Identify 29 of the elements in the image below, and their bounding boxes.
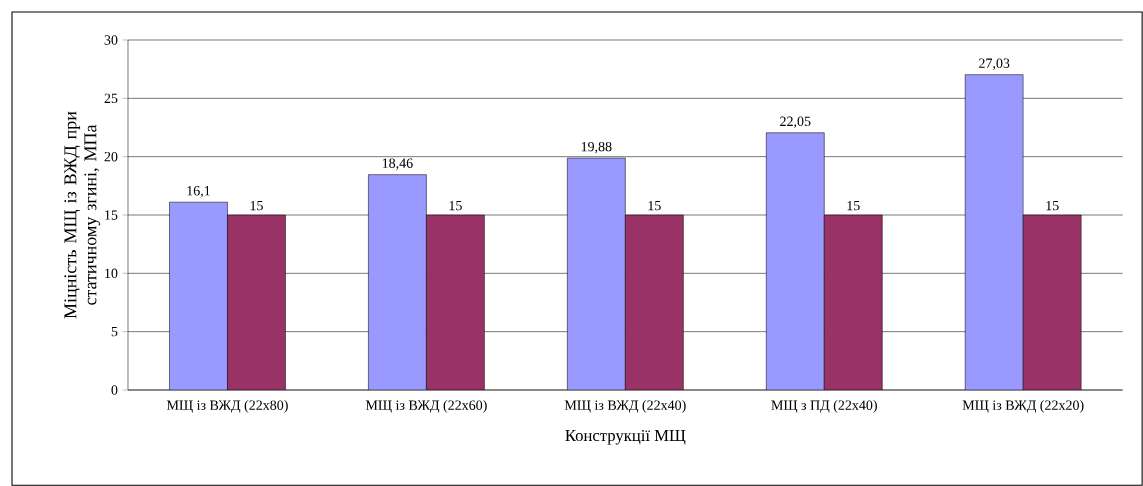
x-axis-title: Конструкції МЩ xyxy=(565,429,686,445)
y-tick-label: 30 xyxy=(104,35,118,45)
data-label: 15 xyxy=(1046,200,1059,211)
bar xyxy=(426,214,485,390)
bar xyxy=(227,214,286,390)
y-tick-label: 25 xyxy=(104,93,118,104)
data-label: 19,88 xyxy=(581,141,612,154)
data-label: 16,1 xyxy=(187,186,210,198)
x-tick-label: МЩ з ПД (22x40) xyxy=(771,400,877,413)
x-tick-label: МЩ із ВЖД (22x40) xyxy=(564,400,686,413)
y-tick-label: 20 xyxy=(104,151,118,162)
y-axis-title: Міцність МЩ із ВЖД при статичному згині, МПа xyxy=(64,111,101,319)
bar xyxy=(824,214,883,390)
y-tick-label: 15 xyxy=(105,210,118,220)
data-label: 15 xyxy=(648,200,661,211)
data-label: 15 xyxy=(449,200,462,211)
data-label: 18,46 xyxy=(382,158,413,170)
data-label: 27,03 xyxy=(979,58,1010,70)
x-tick-label: МЩ із ВЖД (22x80) xyxy=(166,400,288,413)
data-label: 15 xyxy=(847,200,860,211)
y-tick-label: 0 xyxy=(111,385,118,395)
x-tick-label: МЩ із ВЖД (22x20) xyxy=(962,400,1084,413)
y-tick-label: 5 xyxy=(111,327,118,337)
y-tick-label: 10 xyxy=(105,268,118,279)
x-tick-label: МЩ із ВЖД (22x60) xyxy=(365,400,487,413)
data-label: 15 xyxy=(250,200,263,211)
data-label: 22,05 xyxy=(780,116,811,129)
bar xyxy=(1022,214,1082,390)
bar xyxy=(625,214,684,390)
